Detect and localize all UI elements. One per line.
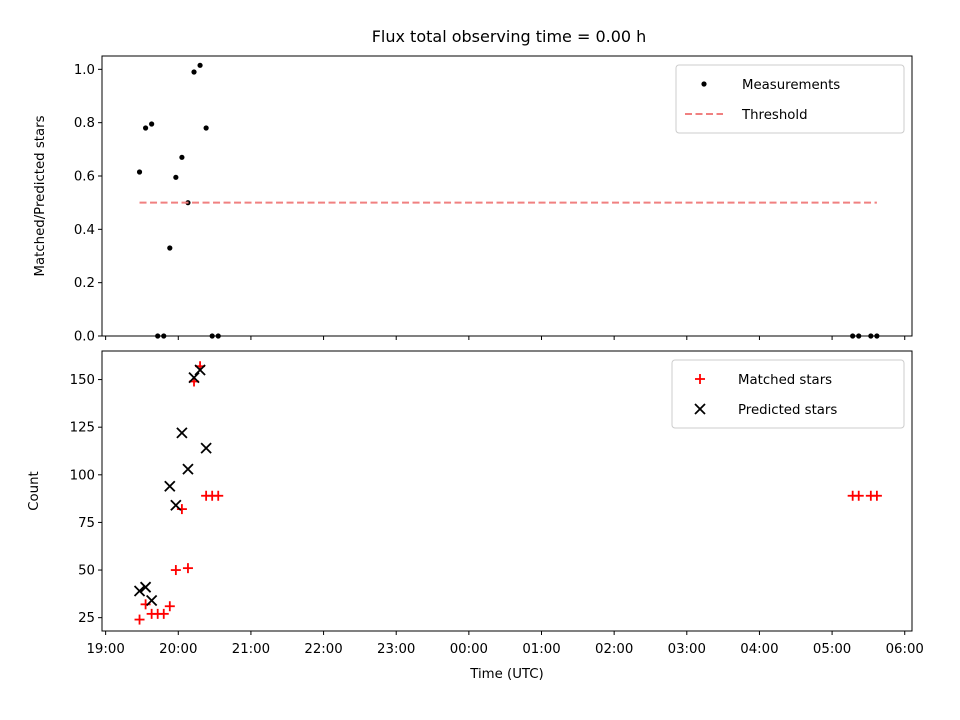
data-point xyxy=(182,563,193,574)
data-point xyxy=(191,69,197,75)
legend-marker xyxy=(694,403,706,415)
y-tick-label: 0.2 xyxy=(74,276,95,291)
data-point xyxy=(158,608,169,619)
data-point xyxy=(197,62,203,68)
data-point xyxy=(136,169,143,175)
y-tick-label: 0.6 xyxy=(74,170,95,185)
x-tick-label: 01:00 xyxy=(522,642,560,657)
x-tick-label: 21:00 xyxy=(232,642,270,657)
x-b xyxy=(139,581,152,593)
y-tick-label: 0.8 xyxy=(74,116,95,131)
data-point xyxy=(856,333,862,339)
x-b xyxy=(194,364,206,376)
legend-label: Threshold xyxy=(741,108,808,123)
x-tick-label: 19:00 xyxy=(86,642,124,657)
x-tick-label: 22:00 xyxy=(304,642,342,657)
legend-label: Predicted stars xyxy=(738,403,837,418)
legend-label: Matched stars xyxy=(738,373,832,388)
x-tick-label: 06:00 xyxy=(886,642,924,657)
data-point xyxy=(200,442,212,454)
data-point xyxy=(133,585,146,597)
data-point xyxy=(170,565,181,576)
data-point xyxy=(155,333,161,339)
legend: Measurements Threshold xyxy=(675,64,905,134)
data-point xyxy=(874,333,880,339)
panel-count: 25 50 75 100 125 150 19:00 20:00 21:00 22:00 23:00… xyxy=(27,350,924,682)
data-point xyxy=(149,121,155,127)
series-predicted-stars xyxy=(133,364,212,607)
x-b xyxy=(146,594,158,607)
x-tick-label: 04:00 xyxy=(740,642,778,657)
chart-title: Flux total observing time = 0.00 h xyxy=(372,27,647,46)
data-point xyxy=(161,333,167,339)
x-b xyxy=(188,372,200,384)
panel-ratio: 0.0 0.2 0.4 0.6 0.8 1.0 Matched/Predicted star… xyxy=(33,55,913,345)
data-point xyxy=(164,480,176,492)
x-b xyxy=(164,480,176,492)
y-tick-label: 75 xyxy=(78,516,95,531)
x-tick-label: 03:00 xyxy=(668,642,706,657)
data-point xyxy=(850,333,856,339)
x-b xyxy=(133,585,146,597)
x-axis-label: Time (UTC) xyxy=(469,667,544,682)
y-tick-label: 0.4 xyxy=(74,223,95,238)
y-axis-label: Matched/Predicted stars xyxy=(33,115,48,276)
data-point xyxy=(146,594,158,607)
plot-frame xyxy=(101,55,913,337)
data-point xyxy=(853,490,864,501)
plot-frame xyxy=(101,350,913,632)
data-point xyxy=(203,125,209,131)
legend: Matched stars Predicted stars xyxy=(671,359,905,429)
y-tick-label: 25 xyxy=(78,611,95,626)
data-point xyxy=(215,333,221,339)
legend-frame xyxy=(671,359,905,429)
data-point xyxy=(179,154,185,160)
x-b xyxy=(176,427,188,439)
x-tick-label: 00:00 xyxy=(450,642,488,657)
x-tick-label: 23:00 xyxy=(377,642,415,657)
y-axis-label: Count xyxy=(27,471,42,511)
data-point xyxy=(167,245,173,251)
x-b xyxy=(200,442,212,454)
legend-label: Measurements xyxy=(742,78,840,93)
x-tick-label: 02:00 xyxy=(595,642,633,657)
x-b xyxy=(182,463,194,475)
legend-marker xyxy=(701,81,707,87)
data-point xyxy=(871,490,882,501)
y-tick-label: 125 xyxy=(70,421,95,436)
data-point xyxy=(139,581,152,593)
series-measurements xyxy=(136,62,880,339)
y-tick-label: 50 xyxy=(78,564,95,579)
data-point xyxy=(209,333,215,339)
data-point xyxy=(170,499,182,511)
y-tick-label: 150 xyxy=(70,373,95,388)
y-tick-label: 1.0 xyxy=(74,63,95,78)
data-point xyxy=(868,333,874,339)
data-point xyxy=(176,427,188,439)
data-point xyxy=(134,614,145,625)
data-point xyxy=(194,364,206,376)
data-point xyxy=(182,463,194,475)
legend-frame xyxy=(675,64,905,134)
data-point xyxy=(142,125,149,131)
data-point xyxy=(173,174,179,180)
data-point xyxy=(213,490,224,501)
y-tick-label: 100 xyxy=(70,468,95,483)
data-point xyxy=(164,601,175,612)
x-tick-label: 05:00 xyxy=(813,642,851,657)
x-tick-label: 20:00 xyxy=(159,642,197,657)
x-b xyxy=(170,499,182,511)
y-tick-label: 0.0 xyxy=(74,330,95,345)
data-point xyxy=(188,372,200,384)
